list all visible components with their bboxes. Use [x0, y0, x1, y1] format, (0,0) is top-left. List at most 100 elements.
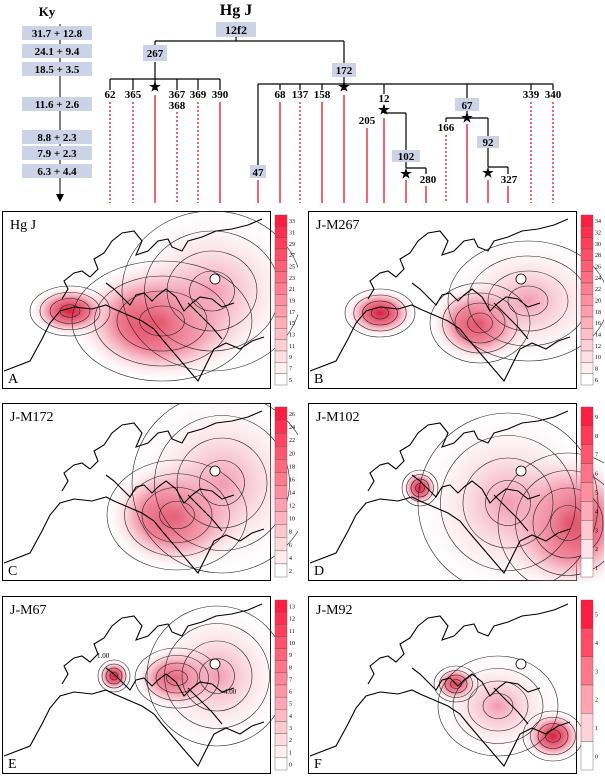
scale-tick-label: 6	[595, 378, 598, 384]
contour-line	[410, 478, 430, 498]
contour-annotation: 1.00	[97, 652, 110, 660]
contour-line	[454, 302, 506, 344]
frequency-blob	[438, 656, 558, 756]
lineage-369: 369	[190, 89, 207, 101]
ky-box	[22, 130, 92, 144]
lineage-205: 205	[359, 115, 376, 127]
map-panel-a: Hg J A 33 31 29 27 25 23 21 19 17 15 13 11 9 7 5	[2, 211, 298, 389]
map-panel-d: J-M102 D 9 8 7 6 5 4 3 2 1	[308, 403, 604, 581]
coastline	[309, 603, 571, 767]
star-icon: ★	[338, 79, 350, 94]
scale-swatch	[580, 316, 594, 329]
contour-line	[429, 282, 531, 364]
map-panel-b: J-M267 B 34 32 30 28 26 24 22 20 18 16 14 12 10 8 6	[308, 211, 604, 389]
scale-swatch	[580, 362, 594, 374]
scale-tick-label: 2	[289, 569, 292, 575]
lineage-280: 280	[420, 174, 437, 186]
contour-line	[487, 270, 569, 332]
color-scale: 5 4 3 2 1 0	[580, 599, 598, 771]
ky-value: 11.6 + 2.6	[35, 99, 80, 111]
scale-swatch	[580, 557, 594, 578]
color-scale: 26 24 22 20 18 16 14 12 10 8 6 4 2	[274, 406, 295, 578]
branch-drops	[109, 95, 554, 203]
scale-swatch	[274, 316, 288, 329]
contour-line	[124, 473, 230, 557]
contour-line	[176, 437, 268, 529]
contour-line	[452, 668, 544, 744]
scale-swatch	[580, 339, 594, 352]
scale-swatch	[580, 282, 594, 295]
node-267: 267	[147, 48, 164, 60]
scale-tick-label: 11	[289, 629, 295, 635]
scale-swatch	[274, 636, 288, 649]
contour-line	[166, 250, 258, 332]
contour-line	[537, 723, 569, 749]
scale-tick-label: 7	[595, 453, 598, 459]
lineage-367: 367	[169, 89, 186, 101]
coastline	[3, 410, 265, 574]
contour-line	[467, 680, 529, 732]
contour-line	[164, 623, 270, 729]
coastline	[309, 218, 571, 382]
star-icon: ★	[149, 79, 161, 94]
scale-tick-label: 23	[289, 276, 295, 282]
caspian-marker	[209, 273, 221, 285]
scale-tick-label: 8	[289, 530, 292, 536]
scale-swatch	[274, 248, 288, 261]
scale-tick-label: 12	[289, 617, 295, 623]
scale-swatch	[274, 524, 288, 538]
panel-letter: D	[314, 564, 324, 579]
scale-swatch	[580, 599, 594, 629]
scale-swatch	[580, 482, 594, 502]
contour-line	[507, 285, 549, 317]
ky-value: 18.5 + 3.5	[35, 64, 80, 76]
scale-tick-label: 10	[289, 641, 295, 647]
scale-swatch	[274, 339, 288, 352]
caspian-marker	[515, 465, 527, 477]
contour-line	[199, 658, 235, 694]
scale-swatch	[274, 446, 288, 460]
ky-value: 6.3 + 4.4	[37, 166, 77, 178]
map-title: J-M92	[316, 603, 353, 618]
node-box-102	[392, 150, 420, 162]
contour-line	[116, 290, 208, 352]
scale-swatch	[274, 459, 288, 473]
scale-tick-label: 5	[289, 378, 292, 384]
scale-tick-label: 27	[289, 253, 295, 259]
star-icon: ★	[378, 102, 390, 117]
frequency-blob	[345, 289, 415, 337]
scale-tick-label: 8	[595, 434, 598, 440]
ky-value: 31.7 + 12.8	[32, 28, 83, 40]
contour-line	[154, 415, 290, 551]
contour-line	[447, 240, 604, 362]
ky-box	[22, 44, 92, 58]
panel-letter: A	[8, 372, 19, 387]
scale-tick-label: 5	[595, 491, 598, 497]
contour-line	[401, 469, 439, 507]
scale-swatch	[274, 485, 288, 499]
scale-swatch	[580, 214, 594, 227]
scale-tick-label: 32	[595, 231, 601, 237]
scale-tick-label: 18	[595, 310, 601, 316]
ky-values: 31.7 + 12.8 24.1 + 9.4 18.5 + 3.5 11.6 +…	[22, 26, 92, 178]
ky-value: 7.9 + 2.3	[37, 148, 77, 160]
scale-swatch	[580, 425, 594, 445]
contour-line	[417, 412, 599, 581]
scale-tick-label: 10	[595, 355, 601, 361]
contour-line	[105, 667, 123, 685]
node-box-267	[143, 45, 167, 61]
scale-swatch	[580, 226, 594, 238]
map-title: J-M67	[10, 603, 47, 618]
contour-line	[482, 693, 514, 719]
scale-swatch	[274, 282, 288, 295]
panel-letter: E	[8, 757, 17, 772]
scale-swatch	[580, 501, 594, 521]
contour-line	[362, 300, 398, 326]
scale-swatch	[580, 741, 594, 771]
scale-tick-label: 0	[289, 762, 292, 768]
contour-line	[433, 665, 479, 703]
scale-tick-label: 7	[289, 677, 292, 683]
scale-swatch	[580, 260, 594, 272]
scale-swatch	[274, 684, 288, 698]
